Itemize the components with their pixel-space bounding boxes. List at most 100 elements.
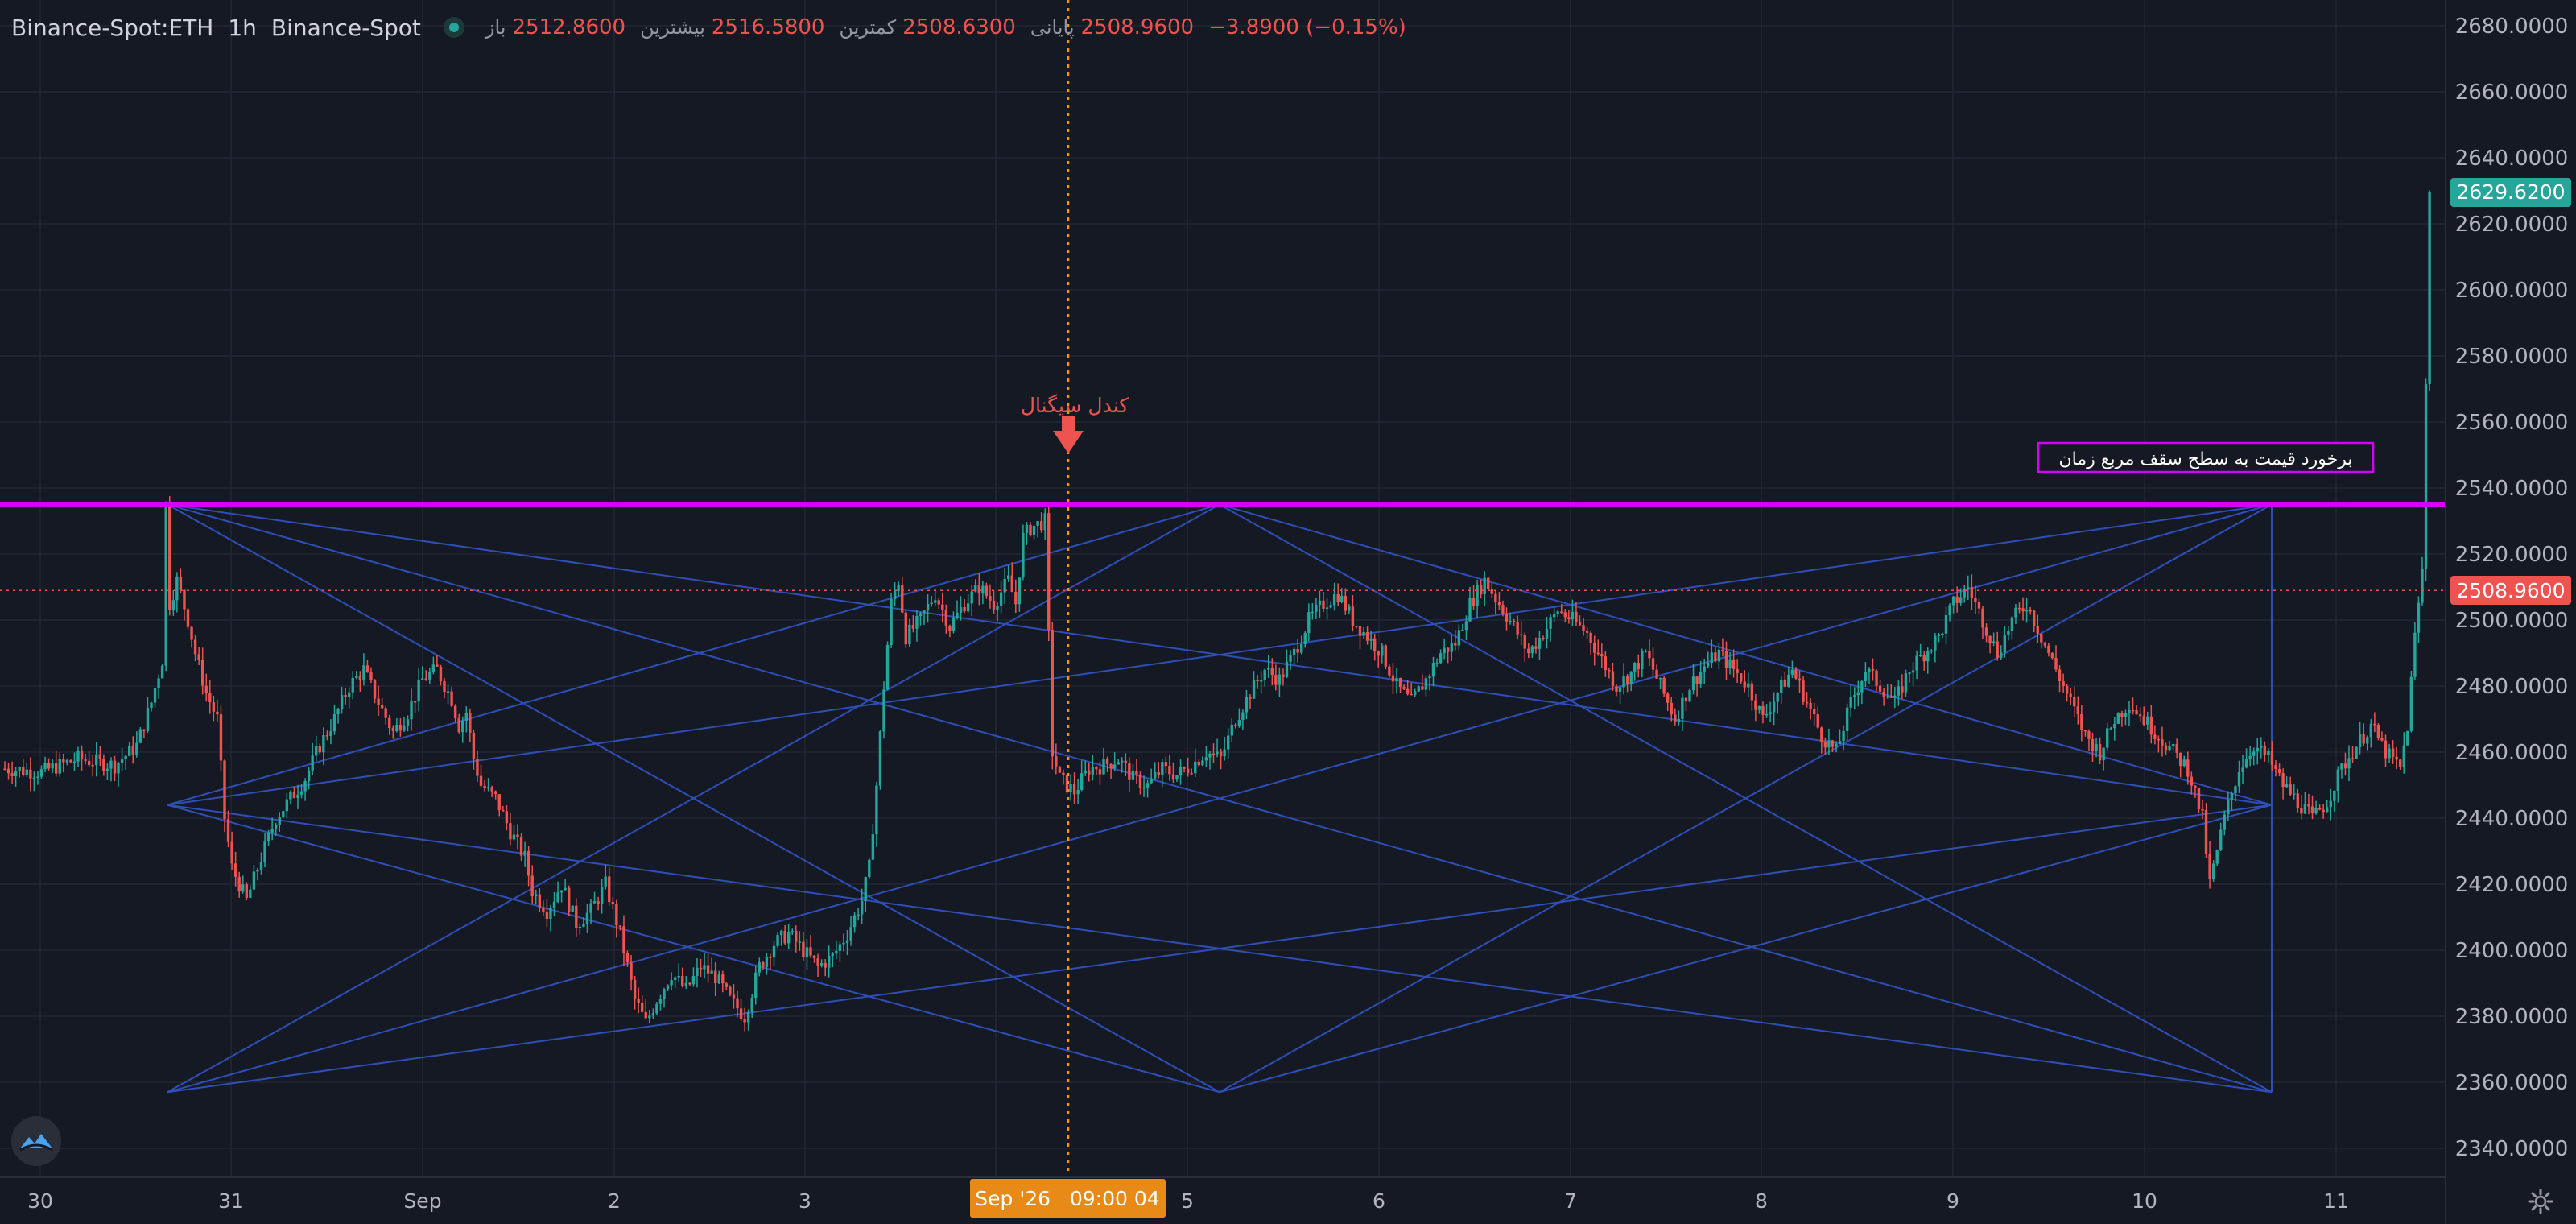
candle-body (868, 859, 871, 878)
candle-body (358, 676, 362, 680)
candle-body (1267, 667, 1270, 670)
candle-body (765, 957, 769, 968)
candle-body (1051, 630, 1054, 757)
candle-body (278, 817, 281, 825)
candle-body (1845, 707, 1849, 731)
candle-body (14, 771, 18, 776)
candle-body (1135, 770, 1138, 775)
candle-body (1658, 677, 1662, 680)
candle-body (2211, 863, 2215, 879)
candle-body (2007, 631, 2010, 635)
candle-body (275, 825, 278, 829)
candle-body (1831, 740, 1835, 747)
candle-body (1761, 706, 1765, 715)
resistance-annotation[interactable]: برخورد قیمت به سطح سقف مربع زمان (2037, 441, 2375, 473)
candle-body (842, 942, 845, 945)
candle-body (1886, 696, 1889, 698)
interval-label[interactable]: 1h (228, 14, 257, 41)
symbol-name[interactable]: Binance-Spot:ETH (11, 14, 214, 41)
candle-body (1604, 656, 1608, 671)
candle-body (2135, 709, 2138, 715)
candle-body (1447, 647, 1450, 652)
candle-body (1025, 524, 1029, 533)
candle-body (457, 718, 460, 733)
logo-icon[interactable] (11, 1116, 61, 1166)
candle-body (1102, 759, 1105, 775)
candle-body (1780, 679, 1783, 693)
candle-body (1072, 784, 1076, 795)
y-tick-label: 2460.0000 (2455, 741, 2569, 765)
candle-body (2047, 645, 2050, 654)
candle-body (1161, 762, 1164, 775)
candle-body (736, 998, 739, 1009)
candle-body (1154, 772, 1157, 779)
candle-body (388, 717, 391, 729)
candle-body (1549, 617, 1552, 629)
candle-body (1036, 521, 1039, 526)
candle-body (377, 698, 380, 705)
candle-body (2413, 632, 2417, 677)
candle-body (237, 876, 241, 892)
candle-body (1007, 575, 1010, 580)
candle-body (2171, 743, 2175, 746)
candle-body (340, 695, 344, 709)
candle-body (2326, 807, 2329, 813)
candle-body (878, 731, 882, 786)
candle-body (1329, 605, 1332, 608)
candle-body (212, 701, 216, 712)
candle-body (699, 967, 703, 970)
candle-body (1410, 693, 1413, 696)
candle-body (446, 691, 450, 693)
x-tick-label: 9 (1946, 1189, 1959, 1213)
gear-icon[interactable] (2528, 1189, 2553, 1218)
candle-body (1223, 749, 1226, 757)
x-tick-label: Sep (403, 1189, 441, 1213)
candle-body (615, 904, 618, 926)
market-status-icon[interactable] (443, 17, 464, 38)
candle-body (1065, 774, 1069, 792)
x-tick-label: 11 (2323, 1189, 2349, 1213)
candle-body (1201, 760, 1204, 766)
candle-body (739, 1008, 743, 1019)
candle-body (1644, 651, 1648, 652)
candle-body (1934, 635, 1937, 651)
candle-body (1043, 513, 1046, 531)
signal-marker: کندل سیگنال (1021, 394, 1129, 453)
candle-body (2300, 807, 2303, 814)
candle-body (798, 941, 802, 943)
y-tick-label: 2620.0000 (2455, 213, 2569, 237)
candle-body (91, 765, 94, 767)
candle-body (956, 612, 959, 618)
candle-body (1556, 611, 1559, 614)
candle-body (926, 603, 930, 611)
candle-body (1208, 753, 1212, 758)
candle-body (2406, 730, 2409, 746)
candle-body (1637, 663, 1640, 670)
candle-body (1406, 688, 1410, 694)
candle-body (1431, 663, 1435, 677)
candle-body (1944, 614, 1948, 634)
candle-body (772, 945, 776, 958)
candle-body (966, 603, 970, 612)
candle-body (2021, 608, 2025, 612)
candle-body (535, 894, 538, 896)
pattern-line (167, 804, 1220, 1094)
candle-body (688, 982, 691, 985)
candle-body (2029, 610, 2032, 612)
candle-body (285, 799, 289, 812)
candle-body (2340, 763, 2343, 770)
candle-body (608, 876, 611, 903)
candle-body (505, 811, 509, 824)
candle-body (1849, 696, 1852, 708)
candle-body (282, 811, 285, 817)
candle-body (2204, 809, 2208, 854)
candle-body (681, 975, 684, 986)
candle-body (648, 1015, 651, 1019)
y-tick-label: 2520.0000 (2455, 543, 2569, 567)
pattern-line (167, 503, 1220, 806)
candle-body (1047, 513, 1051, 631)
candle-body (509, 823, 512, 840)
candle-body (1402, 687, 1406, 689)
candle-body (1743, 681, 1746, 688)
